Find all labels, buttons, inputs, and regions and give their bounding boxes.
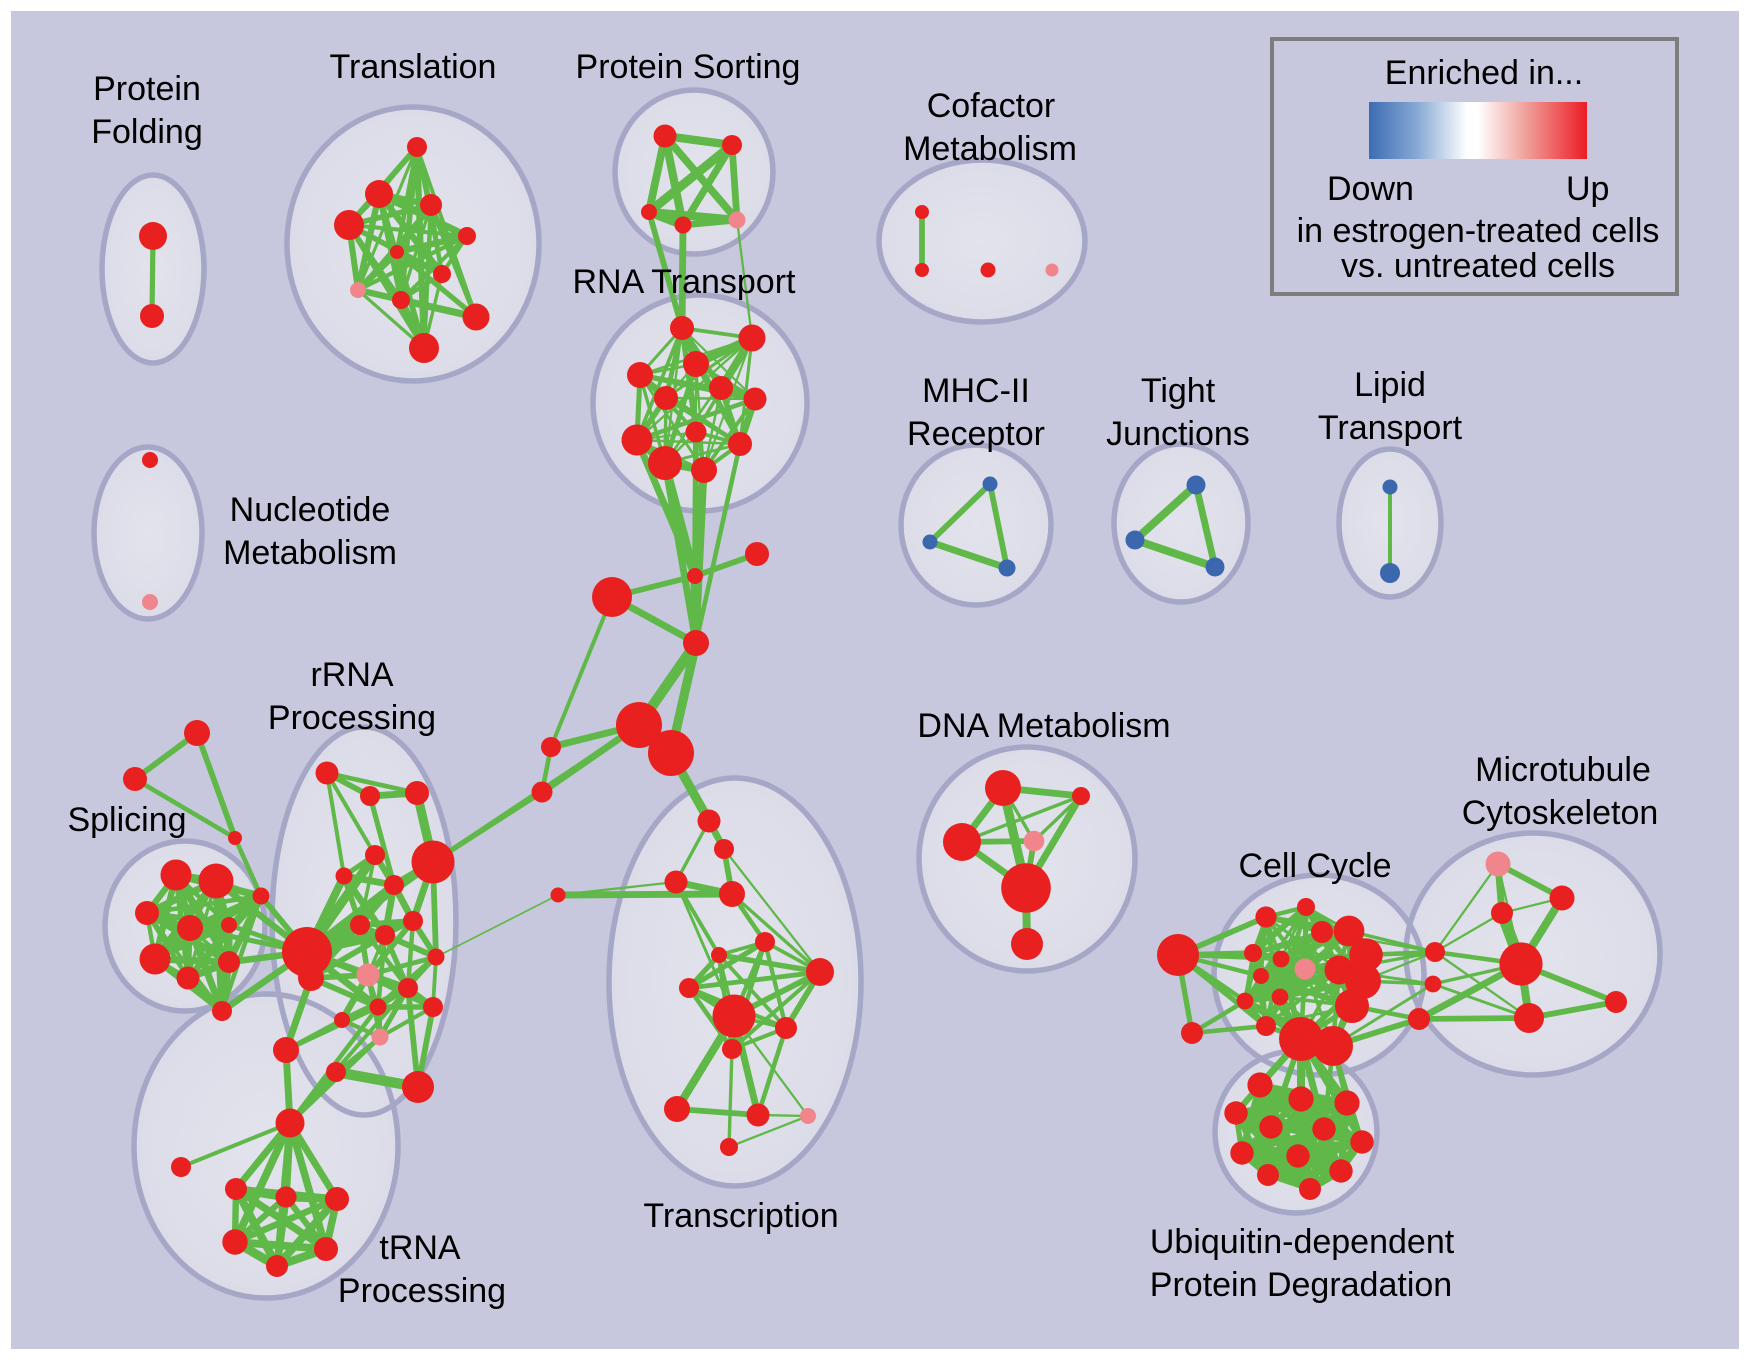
svg-text:Cofactor: Cofactor [927, 87, 1056, 125]
svg-text:Translation: Translation [330, 48, 497, 86]
svg-text:tRNA: tRNA [379, 1229, 461, 1267]
svg-text:Cytoskeleton: Cytoskeleton [1462, 794, 1659, 832]
svg-text:Metabolism: Metabolism [903, 130, 1077, 168]
svg-text:Transport: Transport [1318, 409, 1463, 447]
svg-text:Nucleotide: Nucleotide [230, 491, 391, 529]
svg-text:Splicing: Splicing [67, 801, 186, 839]
svg-text:DNA Metabolism: DNA Metabolism [917, 707, 1170, 745]
svg-text:RNA Transport: RNA Transport [573, 263, 797, 301]
svg-text:Down: Down [1327, 170, 1414, 208]
svg-text:Tight: Tight [1141, 372, 1216, 410]
svg-text:Ubiquitin-dependent: Ubiquitin-dependent [1150, 1223, 1455, 1261]
svg-text:Processing: Processing [268, 699, 436, 737]
svg-text:Lipid: Lipid [1354, 366, 1426, 404]
svg-text:MHC-II: MHC-II [922, 372, 1030, 410]
svg-text:Junctions: Junctions [1106, 415, 1250, 453]
svg-text:Transcription: Transcription [643, 1197, 838, 1235]
svg-text:Cell Cycle: Cell Cycle [1238, 847, 1391, 885]
svg-text:in estrogen-treated cells: in estrogen-treated cells [1297, 212, 1660, 250]
svg-text:Processing: Processing [338, 1272, 506, 1310]
svg-text:Metabolism: Metabolism [223, 534, 397, 572]
svg-text:Folding: Folding [91, 113, 203, 151]
svg-text:Protein Degradation: Protein Degradation [1150, 1266, 1452, 1304]
svg-text:Microtubule: Microtubule [1475, 751, 1651, 789]
svg-text:Protein Sorting: Protein Sorting [576, 48, 801, 86]
svg-text:Enriched in...: Enriched in... [1385, 54, 1583, 92]
svg-text:Receptor: Receptor [907, 415, 1045, 453]
svg-text:Up: Up [1566, 170, 1609, 208]
svg-text:rRNA: rRNA [310, 656, 393, 694]
svg-text:vs. untreated cells: vs. untreated cells [1341, 247, 1615, 285]
svg-text:Protein: Protein [93, 70, 201, 108]
